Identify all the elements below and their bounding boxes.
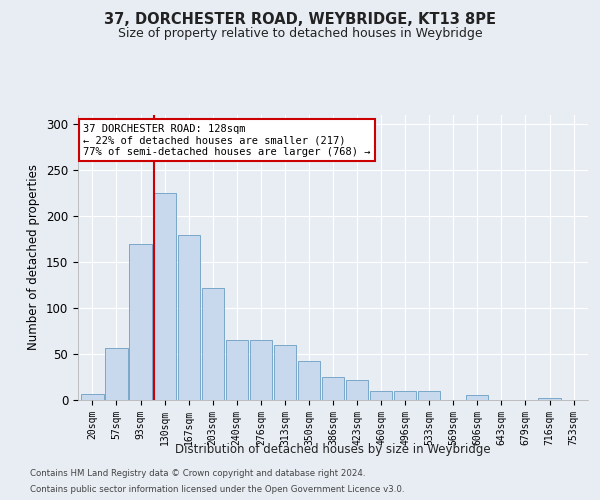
Bar xyxy=(298,362,320,400)
Text: 37, DORCHESTER ROAD, WEYBRIDGE, KT13 8PE: 37, DORCHESTER ROAD, WEYBRIDGE, KT13 8PE xyxy=(104,12,496,28)
Bar xyxy=(106,348,128,400)
Bar xyxy=(250,340,272,400)
Text: 37 DORCHESTER ROAD: 128sqm
← 22% of detached houses are smaller (217)
77% of sem: 37 DORCHESTER ROAD: 128sqm ← 22% of deta… xyxy=(83,124,371,157)
Bar xyxy=(394,391,416,400)
Bar xyxy=(322,377,344,400)
Bar xyxy=(274,345,296,400)
Text: Size of property relative to detached houses in Weybridge: Size of property relative to detached ho… xyxy=(118,28,482,40)
Bar xyxy=(418,391,440,400)
Bar xyxy=(538,398,560,400)
Bar xyxy=(178,234,200,400)
Bar xyxy=(466,396,488,400)
Bar xyxy=(370,391,392,400)
Bar xyxy=(202,288,224,400)
Text: Contains HM Land Registry data © Crown copyright and database right 2024.: Contains HM Land Registry data © Crown c… xyxy=(30,468,365,477)
Text: Distribution of detached houses by size in Weybridge: Distribution of detached houses by size … xyxy=(175,442,491,456)
Bar xyxy=(130,244,152,400)
Bar xyxy=(82,394,104,400)
Text: Contains public sector information licensed under the Open Government Licence v3: Contains public sector information licen… xyxy=(30,485,404,494)
Bar xyxy=(226,340,248,400)
Bar xyxy=(346,380,368,400)
Bar xyxy=(154,193,176,400)
Y-axis label: Number of detached properties: Number of detached properties xyxy=(28,164,40,350)
